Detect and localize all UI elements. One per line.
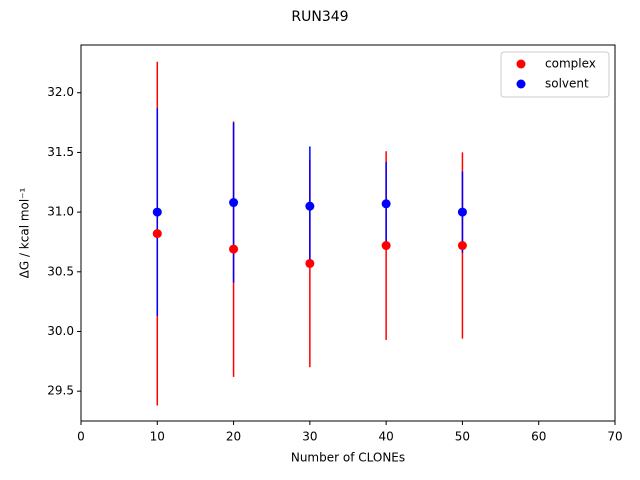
y-tick-label: 30.0 <box>47 324 74 338</box>
y-tick-label: 29.5 <box>47 384 74 398</box>
point <box>305 201 315 211</box>
point <box>229 244 239 254</box>
point <box>152 229 162 239</box>
point <box>457 207 467 217</box>
legend-label: solvent <box>545 77 589 91</box>
y-axis-label: ΔG / kcal mol⁻¹ <box>18 187 32 278</box>
legend-label: complex <box>545 57 596 71</box>
point <box>457 241 467 251</box>
x-tick-label: 0 <box>77 430 85 444</box>
point <box>152 207 162 217</box>
x-tick-label: 40 <box>379 430 394 444</box>
legend-box <box>500 51 610 98</box>
point <box>381 241 391 251</box>
chart-title: RUN349 <box>291 9 348 25</box>
x-axis-label: Number of CLONEs <box>291 451 405 465</box>
y-tick-label: 30.5 <box>47 264 74 278</box>
legend-marker <box>516 79 526 89</box>
point <box>305 258 315 268</box>
y-tick-label: 31.5 <box>47 145 74 159</box>
plot-frame <box>80 44 616 422</box>
x-tick-label: 70 <box>607 430 622 444</box>
point <box>229 198 239 208</box>
y-tick-label: 32.0 <box>47 85 74 99</box>
legend-marker <box>516 59 526 69</box>
y-tick-label: 31.0 <box>47 205 74 219</box>
x-tick-label: 20 <box>226 430 241 444</box>
x-tick-label: 30 <box>302 430 317 444</box>
x-tick-label: 60 <box>531 430 546 444</box>
x-tick-label: 50 <box>455 430 470 444</box>
x-tick-label: 10 <box>150 430 165 444</box>
point <box>381 199 391 209</box>
